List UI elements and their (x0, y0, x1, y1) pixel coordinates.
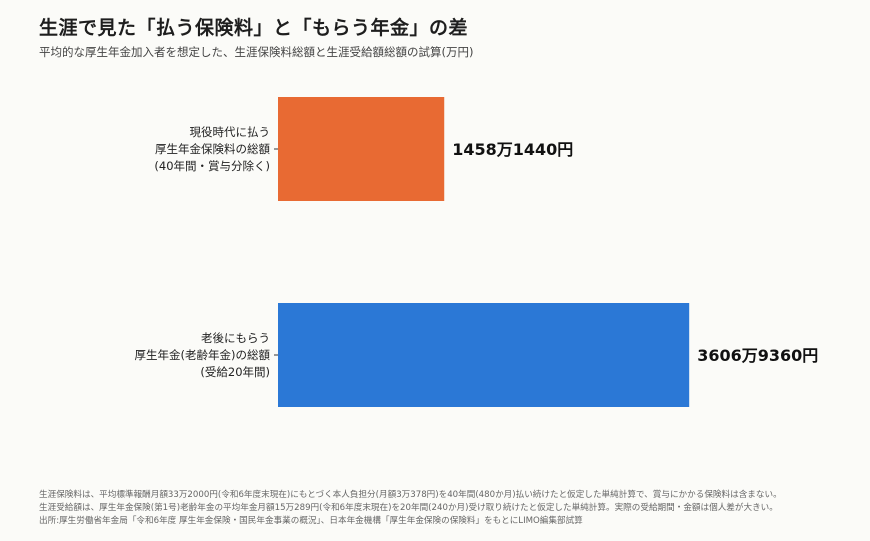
footnote-benefit: 生涯受給額は、厚生年金保険(第1号)老齢年金の平均年金月額15万289円(令和6… (39, 503, 778, 514)
category-label-1-line-0: 老後にもらう (201, 331, 270, 345)
value-label-0: 1458万1440円 (452, 140, 573, 159)
footnotes: 生涯保険料は、平均標準報酬月額33万2000円(令和6年度末現在)にもとづく本人… (39, 489, 782, 529)
chart-title: 生涯で見た「払う保険料」と「もらう年金」の差 (39, 17, 469, 39)
value-label-1: 3606万9360円 (697, 346, 818, 365)
category-label-0-line-0: 現役時代に払う (190, 125, 271, 139)
category-label-0-line-1: 厚生年金保険料の総額 (155, 142, 270, 156)
category-label-1-line-1: 厚生年金(老齢年金)の総額 (135, 348, 271, 362)
category-label-0-line-2: (40年間・賞与分除く) (154, 159, 270, 173)
footnote-source: 出所:厚生労働省年金局「令和6年度 厚生年金保険・国民年金事業の概況」、日本年金… (39, 516, 583, 527)
bar-1 (278, 303, 690, 407)
category-label-1-line-2: (受給20年間) (200, 365, 270, 379)
bar-0 (278, 97, 445, 201)
chart-subtitle: 平均的な厚生年金加入者を想定した、生涯保険料総額と生涯受給額総額の試算(万円) (39, 45, 474, 59)
footnote-premium: 生涯保険料は、平均標準報酬月額33万2000円(令和6年度末現在)にもとづく本人… (39, 490, 782, 500)
